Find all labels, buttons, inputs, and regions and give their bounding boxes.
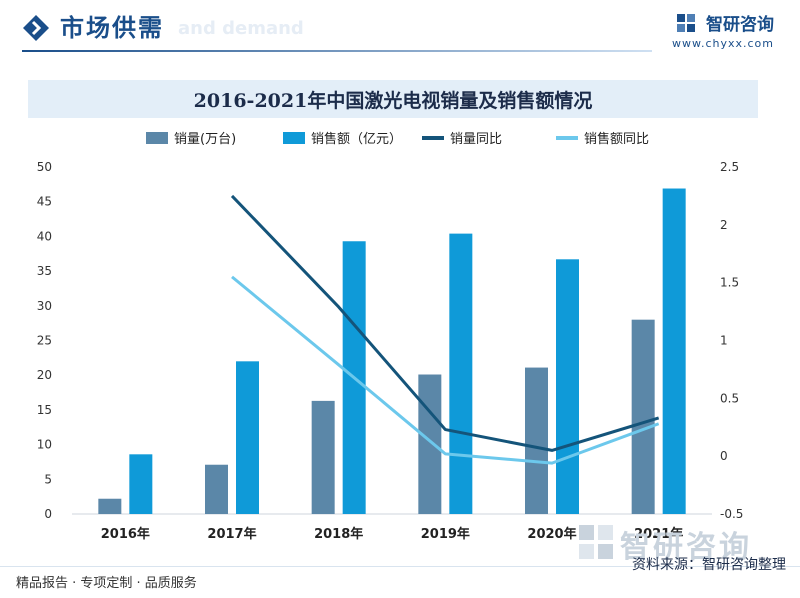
line-series xyxy=(230,194,660,465)
legend-label: 销售额同比 xyxy=(584,131,649,147)
left-tick-label: 35 xyxy=(37,264,52,278)
left-axis: 0 5 10 15 20 25 30 35 40 45 50 xyxy=(37,160,712,521)
bar-sales-revenue xyxy=(449,233,473,514)
bar-sales-volume xyxy=(98,498,122,514)
left-tick-label: 25 xyxy=(37,334,52,348)
bar-sales-revenue xyxy=(556,259,579,514)
x-tick-label: 2020年 xyxy=(527,526,576,542)
watermark-logo-icon xyxy=(579,525,613,559)
legend-swatch xyxy=(146,132,168,144)
left-tick-label: 15 xyxy=(37,403,52,417)
chart-title: 2016-2021年中国激光电视销量及销售额情况 xyxy=(193,90,593,112)
right-tick-label: 1 xyxy=(720,334,728,348)
watermark-text: 智研咨询 xyxy=(620,530,752,565)
bar-sales-revenue xyxy=(236,361,259,514)
bar-sales-revenue xyxy=(662,188,686,514)
header-underline xyxy=(22,50,652,52)
right-axis: -0.5 0 0.5 1 1.5 2 2.5 xyxy=(720,160,743,521)
bar-sales-volume xyxy=(311,400,335,514)
left-tick-label: 0 xyxy=(44,507,52,521)
x-tick-label: 2019年 xyxy=(421,526,470,542)
left-tick-label: 45 xyxy=(37,195,52,209)
legend-label: 销量(万台) xyxy=(174,132,236,147)
legend-label: 销售额（亿元） xyxy=(311,131,402,147)
right-tick-label: 1.5 xyxy=(720,276,739,290)
x-axis-labels: 2016年 2017年 2018年 2019年 2020年 2021年 xyxy=(101,526,684,542)
right-tick-label: 2 xyxy=(720,218,728,232)
line-revenue-yoy xyxy=(231,275,660,465)
left-tick-label: 20 xyxy=(37,368,52,382)
bar-sales-revenue xyxy=(129,454,153,514)
footer-slogan: 精品报告 · 专项定制 · 品质服务 xyxy=(16,576,197,591)
line-volume-yoy xyxy=(230,194,660,452)
page-title: 市场供需 xyxy=(60,14,164,42)
left-tick-label: 50 xyxy=(37,160,52,174)
left-tick-label: 10 xyxy=(37,438,52,452)
footer-divider xyxy=(0,566,800,567)
brand-block: 智研咨询 www.chyxx.com xyxy=(672,10,774,50)
right-tick-label: 2.5 xyxy=(720,160,739,174)
diamond-chevron-icon xyxy=(23,15,49,41)
bar-sales-volume xyxy=(631,319,655,514)
right-tick-label: -0.5 xyxy=(720,507,743,521)
x-tick-label: 2018年 xyxy=(314,526,363,542)
chart-title-bar: 2016-2021年中国激光电视销量及销售额情况 xyxy=(28,80,758,118)
x-tick-label: 2017年 xyxy=(207,526,256,542)
right-tick-label: 0.5 xyxy=(720,391,739,405)
x-tick-label: 2021年 xyxy=(634,526,683,542)
left-tick-label: 30 xyxy=(37,299,52,313)
left-tick-label: 40 xyxy=(37,229,52,243)
left-tick-label: 5 xyxy=(44,472,52,486)
chart-legend: 销量(万台) 销售额（亿元） 销量同比 销售额同比 xyxy=(146,131,649,147)
legend-swatch xyxy=(283,132,305,144)
chyxx-logo-icon xyxy=(676,13,695,32)
bar-sales-volume xyxy=(525,367,548,514)
page-header: and demand 市场供需 智研咨询 www.chyxx.com xyxy=(0,0,800,60)
right-tick-label: 0 xyxy=(720,449,728,463)
header-ghost-text: and demand xyxy=(178,18,304,39)
bar-sales-volume xyxy=(205,464,228,514)
bar-sales-volume xyxy=(418,374,442,514)
brand-url: www.chyxx.com xyxy=(671,37,774,50)
x-tick-label: 2016年 xyxy=(101,526,150,542)
legend-label: 销量同比 xyxy=(450,132,502,147)
brand-name: 智研咨询 xyxy=(706,15,774,35)
bar-series xyxy=(98,188,686,514)
source-note: 资料来源：智研咨询整理 xyxy=(632,557,786,573)
